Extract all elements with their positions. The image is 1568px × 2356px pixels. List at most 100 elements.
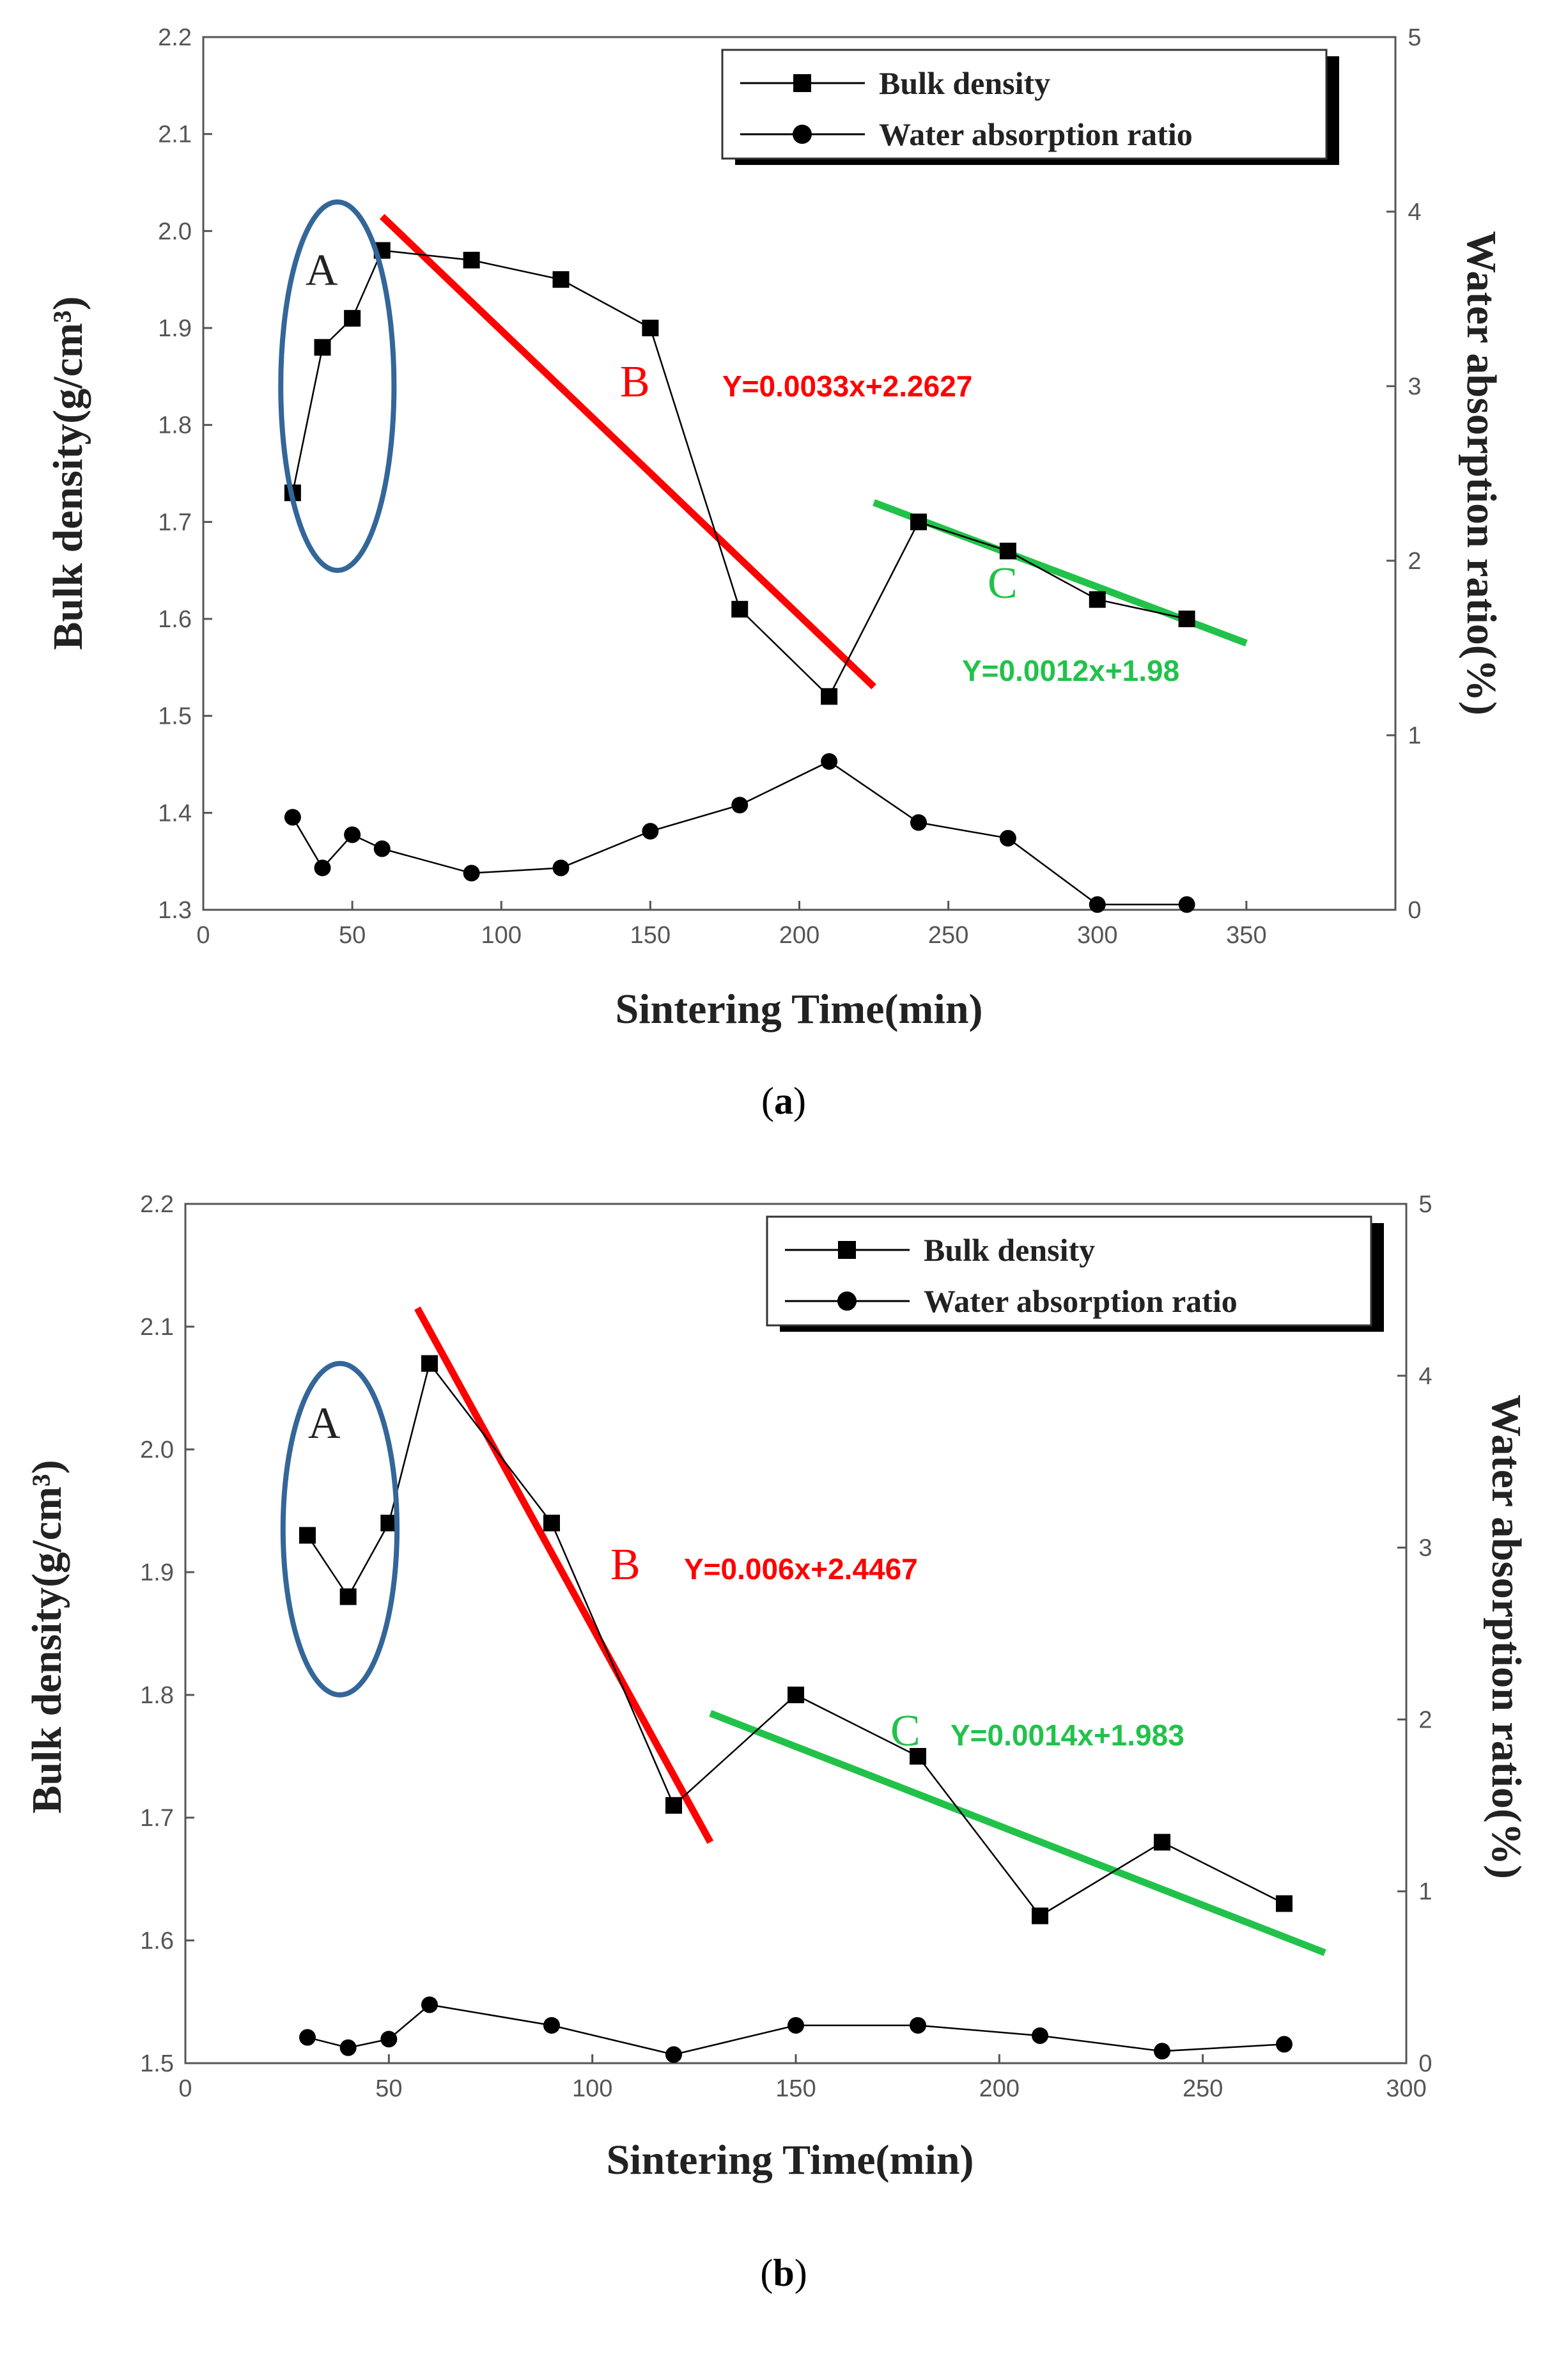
y-tick-label: 1.9 [158,315,192,342]
data-point-water-absorption-ratio [463,864,480,882]
y-tick-label: 2.2 [140,1191,174,1218]
data-point-water-absorption-ratio [314,859,331,877]
legend-marker-square [793,74,811,92]
data-point-water-absorption-ratio [1154,2043,1170,2060]
y-tick-label: 1.6 [140,1928,174,1954]
x-tick-label: 100 [572,2075,612,2102]
fit-line-b [379,214,876,690]
y2-tick-label: 4 [1408,199,1421,226]
fit-line-c [709,1710,1326,1956]
y-tick-label: 2.1 [140,1314,174,1341]
fit-lines [414,1306,1326,1956]
data-point-bulk-density [642,320,659,336]
chart-panel-b: 0 50 100 150 200 250 3001.51.61.71.81.92.02.12… [24,1191,1530,2294]
x-tick-label: 150 [775,2075,816,2102]
region-a-ellipse [278,199,397,573]
y2-tick-label: 0 [1418,2050,1432,2077]
data-point-water-absorption-ratio [421,1996,438,2013]
y2-tick-label: 1 [1418,1878,1432,1905]
data-point-bulk-density [788,1687,804,1703]
data-point-bulk-density [910,1748,926,1765]
region-a-label: A [306,246,338,295]
x-tick-label: 200 [779,922,819,949]
caption-a: (a) [761,1080,806,1122]
fit-b-equation: Y=0.0033x+2.2627 [722,370,972,403]
data-point-water-absorption-ratio [380,2031,398,2048]
data-point-water-absorption-ratio [552,859,570,877]
data-point-bulk-density [665,1797,682,1814]
data-point-water-absorption-ratio [731,797,749,814]
y-tick-label: 1.7 [158,509,192,536]
chart-panel-a: 0 50 100 150 200 250 300 3501.31.41.51.61.71.81… [45,24,1505,1122]
data-point-bulk-density [1154,1834,1170,1851]
region-a-label: A [308,1399,341,1448]
caption-b: (b) [760,2252,807,2294]
x-axis-title: Sintering Time(min) [606,2137,974,2183]
data-markers [299,1355,1292,2063]
data-point-water-absorption-ratio [910,814,927,831]
data-point-water-absorption-ratio [299,2029,316,2046]
y-tick-label: 1.9 [140,1559,174,1586]
y-tick-label: 1.7 [140,1805,174,1832]
data-point-water-absorption-ratio [999,830,1016,847]
y-tick-label: 2.1 [158,121,192,148]
x-tick-label: 300 [1386,2075,1426,2102]
plot-frame [202,36,1397,911]
plot-frame [184,1203,1408,2064]
region-c-label: C [988,559,1018,608]
x-tick-label: 150 [630,922,671,949]
legend-label-water-absorption: Water absorption ratio [924,1283,1238,1319]
x-tick-label: 250 [928,922,968,949]
y2-tick-label: 2 [1408,548,1421,575]
x-tick-label: 100 [481,922,522,949]
legend-marker-square [838,1241,856,1259]
region-b-label: B [610,1540,640,1589]
data-point-bulk-density [999,542,1016,559]
axis-ticks [184,1203,1408,2064]
data-point-water-absorption-ratio [1276,2036,1292,2053]
data-point-water-absorption-ratio [1178,896,1195,913]
data-point-water-absorption-ratio [344,826,361,843]
x-axis-title: Sintering Time(min) [615,986,982,1033]
fit-b-equation: Y=0.006x+2.4467 [684,1552,918,1586]
legend-label-bulk-density: Bulk density [924,1232,1095,1268]
y2-tick-label: 5 [1418,1191,1432,1218]
tick-labels: 0 50 100 150 200 250 300 3501.31.41.51.61.71.81… [158,24,1421,949]
legend: Bulk density Water absorption ratio [766,1215,1384,1332]
fit-line-b [414,1306,714,1845]
y-tick-label: 1.3 [158,897,192,924]
y-axis-title: Bulk density(g/cm³) [45,296,91,650]
data-point-bulk-density [421,1355,438,1372]
y-tick-label: 1.8 [158,412,192,439]
x-tick-label: 0 [196,922,210,949]
y2-tick-label: 4 [1418,1363,1432,1390]
legend-marker-circle [837,1291,857,1311]
data-point-water-absorption-ratio [1089,896,1106,913]
data-point-bulk-density [1032,1907,1048,1924]
y-tick-label: 2.2 [158,24,192,51]
x-tick-label: 250 [1183,2075,1223,2102]
y2-tick-label: 3 [1418,1535,1432,1562]
x-tick-label: 0 [178,2075,192,2102]
data-point-bulk-density [543,1515,560,1532]
fit-c-equation: Y=0.0012x+1.98 [962,654,1179,687]
data-point-water-absorption-ratio [543,2017,560,2034]
data-point-water-absorption-ratio [910,2017,926,2034]
data-point-water-absorption-ratio [1032,2027,1048,2044]
region-b-label: B [620,357,650,407]
y-tick-label: 2.0 [140,1437,174,1463]
data-point-bulk-density [1089,591,1106,608]
data-point-bulk-density [339,1588,357,1605]
data-point-bulk-density [1178,611,1195,627]
y2-tick-label: 1 [1408,722,1421,749]
region-a-ellipse [280,1361,400,1698]
legend-box [766,1215,1372,1327]
data-point-bulk-density [314,339,331,356]
data-point-water-absorption-ratio [788,2017,804,2034]
data-point-water-absorption-ratio [665,2046,682,2063]
legend-marker-circle [793,125,812,144]
y-tick-label: 1.5 [140,2050,174,2077]
y-tick-label: 2.0 [158,218,192,245]
x-tick-label: 50 [339,922,366,949]
